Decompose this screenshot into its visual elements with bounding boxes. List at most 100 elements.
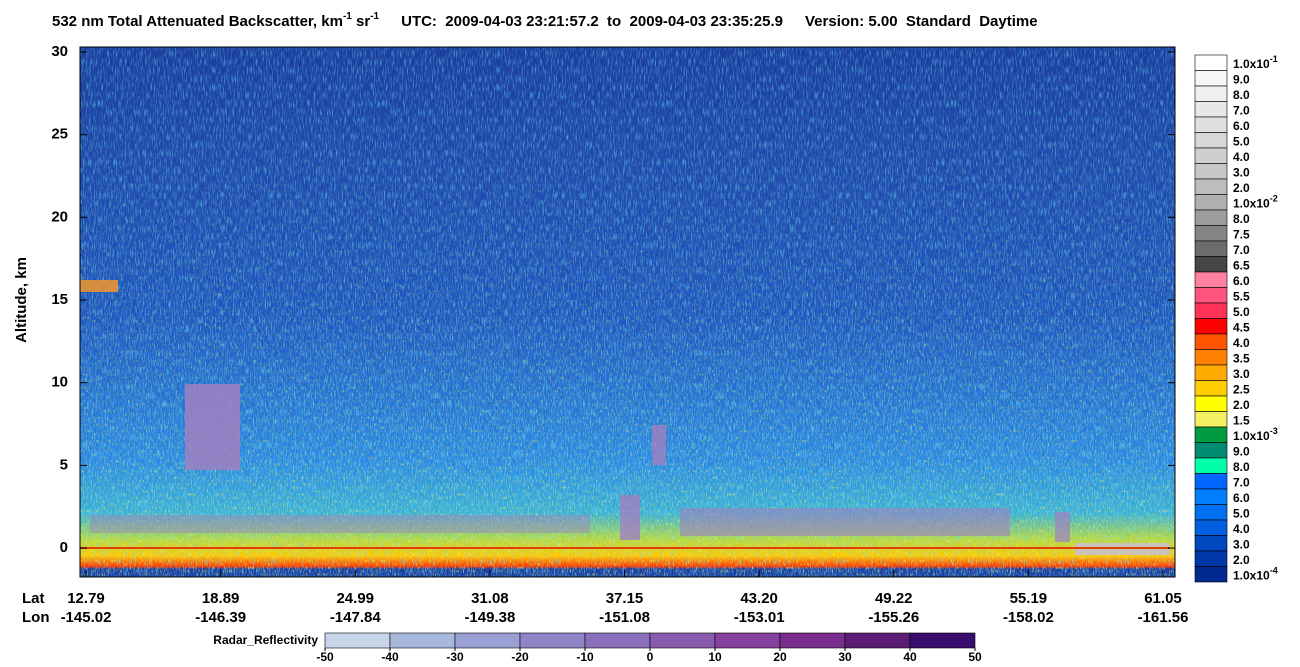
colorbar-label: 9.0 (1233, 444, 1250, 458)
colorbar-box (1194, 101, 1228, 118)
colorbar-label-base: 1.0x10 (1233, 568, 1270, 582)
radar-tick-label: -50 (316, 650, 334, 664)
y-tick-label: 25 (51, 126, 68, 143)
title-sup: -1 (370, 11, 379, 22)
y-tick-label: 20 (51, 208, 68, 225)
colorbar-label: 1.5 (1233, 413, 1250, 427)
colorbar-box (1194, 70, 1228, 87)
colorbar-box (1194, 395, 1228, 412)
colorbar-label: 5.0 (1233, 506, 1250, 520)
radar-cloud (620, 495, 640, 540)
lat-tick-label: 49.22 (875, 590, 913, 607)
colorbar-label: 4.5 (1233, 320, 1250, 334)
colorbar-box (1194, 132, 1228, 149)
radar-tick-label: 30 (838, 650, 852, 664)
title-unit: sr (352, 13, 371, 30)
radar-cloud (90, 515, 590, 533)
radar-cloud (652, 425, 666, 465)
colorbar-label-exp: -2 (1270, 194, 1278, 204)
lat-tick-label: 24.99 (336, 590, 374, 607)
colorbar-label: 6.0 (1233, 491, 1250, 505)
radar-colorbar-box (584, 632, 651, 649)
title-utc: UTC: 2009-04-03 23:21:57.2 to 2009-04-03… (401, 13, 783, 30)
y-tick-label: 0 (60, 539, 68, 556)
radar-cloud (185, 384, 240, 470)
radar-cloud (680, 508, 1010, 536)
radar-tick-label: -10 (576, 650, 594, 664)
radar-tick-label: 50 (968, 650, 982, 664)
colorbar-label: 4.0 (1233, 522, 1250, 536)
radar-tick-label: 20 (773, 650, 787, 664)
colorbar-box (1194, 566, 1228, 583)
lat-tick-label: 55.19 (1010, 590, 1048, 607)
radar-tick-label: -20 (511, 650, 529, 664)
lon-tick-label: -158.02 (1003, 609, 1054, 626)
radar-colorbar-box (454, 632, 521, 649)
colorbar-box (1194, 318, 1228, 335)
colorbar-label: 2.0 (1233, 398, 1250, 412)
radar-colorbar-box (844, 632, 911, 649)
colorbar-label: 7.0 (1233, 103, 1250, 117)
colorbar-label: 1.0x10-2 (1233, 194, 1278, 211)
colorbar-box (1194, 488, 1228, 505)
colorbar-box (1194, 457, 1228, 474)
colorbar-label: 5.0 (1233, 134, 1250, 148)
colorbar-box (1194, 256, 1228, 273)
colorbar-box (1194, 426, 1228, 443)
colorbar-label: 1.0x10-3 (1233, 426, 1278, 443)
colorbar-label: 7.0 (1233, 243, 1250, 257)
colorbar-box (1194, 194, 1228, 211)
colorbar-box (1194, 504, 1228, 521)
colorbar-label: 7.0 (1233, 475, 1250, 489)
radar-tick-label: 10 (708, 650, 722, 664)
colorbar-label: 6.0 (1233, 274, 1250, 288)
radar-label: Radar_Reflectivity (213, 633, 318, 647)
colorbar-box (1194, 333, 1228, 350)
lon-tick-label: -155.26 (868, 609, 919, 626)
radar-colorbar-box (389, 632, 456, 649)
y-tick-label: 30 (51, 43, 68, 60)
colorbar-label: 5.5 (1233, 289, 1250, 303)
colorbar-label: 4.0 (1233, 150, 1250, 164)
colorbar-label: 4.0 (1233, 336, 1250, 350)
colorbar-label: 5.0 (1233, 305, 1250, 319)
radar-colorbar-box (909, 632, 976, 649)
lat-tick-label: 31.08 (471, 590, 509, 607)
y-tick-label: 10 (51, 374, 68, 391)
colorbar-label: 1.0x10-1 (1233, 54, 1278, 71)
radar-colorbar-box (324, 632, 391, 649)
colorbar-box (1194, 178, 1228, 195)
title-sup: -1 (343, 11, 352, 22)
colorbar-label: 1.0x10-4 (1233, 566, 1278, 583)
colorbar-label: 3.5 (1233, 351, 1250, 365)
colorbar-label-exp: -1 (1270, 54, 1278, 64)
colorbar-label: 3.0 (1233, 367, 1250, 381)
colorbar-box (1194, 380, 1228, 397)
colorbar-box (1194, 349, 1228, 366)
plot-image (79, 46, 1176, 578)
lon-tick-label: -147.84 (330, 609, 382, 626)
colorbar-label-base: 1.0x10 (1233, 57, 1270, 71)
lon-tick-label: -145.02 (61, 609, 112, 626)
colorbar-label: 3.0 (1233, 537, 1250, 551)
colorbar-box (1194, 287, 1228, 304)
colorbar-box (1194, 364, 1228, 381)
colorbar-box (1194, 473, 1228, 490)
lat-tick-label: 12.79 (67, 590, 105, 607)
lat-label: Lat (22, 590, 45, 607)
chart-title: 532 nm Total Attenuated Backscatter, km-… (52, 11, 1038, 30)
lat-tick-label: 37.15 (606, 590, 644, 607)
colorbar-label: 6.0 (1233, 119, 1250, 133)
colorbar-box (1194, 147, 1228, 164)
colorbar-label: 8.0 (1233, 460, 1250, 474)
colorbar-box (1194, 85, 1228, 102)
title-version: Version: 5.00 Standard Daytime (805, 13, 1038, 30)
y-tick-label: 5 (60, 456, 68, 473)
colorbar-label: 9.0 (1233, 72, 1250, 86)
lon-tick-label: -151.08 (599, 609, 650, 626)
cloud (80, 280, 118, 292)
lat-tick-label: 18.89 (202, 590, 240, 607)
radar-colorbar-box (714, 632, 781, 649)
colorbar-box (1194, 519, 1228, 536)
backscatter-noise-low (80, 47, 1175, 577)
